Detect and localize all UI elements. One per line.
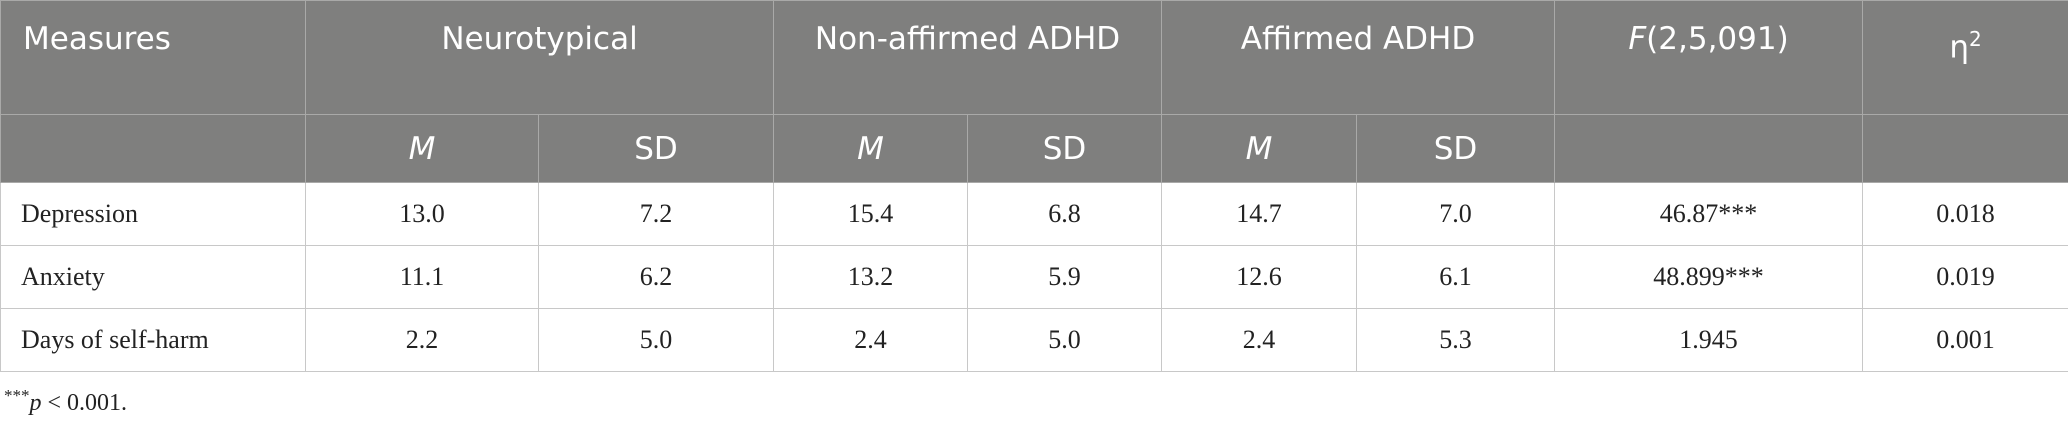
header-cell: Neurotypical: [304, 0, 775, 115]
footnote-p: p: [29, 390, 42, 416]
subheader-cell: SD: [1356, 114, 1556, 183]
subheader-text: M: [1245, 130, 1273, 167]
header-cell: Non-affirmed ADHD: [773, 0, 1163, 115]
footnote-text: < 0.001.: [47, 390, 128, 416]
table-body: Depression 13.0 7.2 15.4 6.8 14.7 7.0 46.87*** 0…: [0, 182, 2068, 372]
footnote-stars: ***: [4, 386, 30, 405]
table-cell: 6.2: [537, 245, 775, 309]
subheader-cell: M: [305, 114, 539, 183]
table-cell: 5.9: [967, 245, 1163, 309]
table-cell: 46.87***: [1554, 182, 1864, 246]
subheader-row: M SD M SD M SD: [0, 114, 2068, 183]
subheader-text: M: [857, 130, 884, 167]
header-cell: F(2,5,091): [1554, 0, 1864, 115]
header-cell: η2: [1862, 0, 2068, 115]
table-row: Days of self-harm 2.2 5.0 2.4 5.0 2.4 5.3 1.945…: [0, 308, 2068, 372]
subheader-cell: SD: [537, 114, 775, 183]
table-cell: 6.8: [967, 182, 1163, 246]
table-cell: 5.0: [537, 308, 775, 372]
row-label: Days of self-harm: [0, 308, 306, 372]
row-label: Anxiety: [0, 245, 306, 309]
table-cell: 2.4: [773, 308, 969, 372]
table-cell: 0.001: [1862, 308, 2068, 372]
table-cell: 0.019: [1862, 245, 2068, 309]
table-cell: 5.3: [1356, 308, 1556, 372]
header-cell: [0, 114, 306, 183]
subheader-cell: M: [773, 114, 969, 183]
effect-sup: 2: [1968, 27, 1982, 51]
table-cell: 12.6: [1161, 245, 1358, 309]
table-row: Depression 13.0 7.2 15.4 6.8 14.7 7.0 46.87*** 0…: [0, 182, 2068, 246]
stat-df: (2,5,091): [1646, 21, 1789, 57]
table-cell: 13.2: [773, 245, 969, 309]
table-cell: 2.4: [1161, 308, 1358, 372]
table-cell: 6.1: [1356, 245, 1556, 309]
table-row: Anxiety 11.1 6.2 13.2 5.9 12.6 6.1 48.899*** 0.0…: [0, 245, 2068, 309]
results-table: Measures Neurotypical Non-affirmed ADHD …: [0, 0, 2068, 372]
subheader-cell: SD: [967, 114, 1163, 183]
table-cell: 48.899***: [1554, 245, 1864, 309]
table-cell: 15.4: [773, 182, 969, 246]
subheader-text: M: [408, 130, 436, 167]
table-cell: 11.1: [305, 245, 539, 309]
header-cell: [1554, 114, 1864, 183]
stat-symbol: F: [1628, 21, 1647, 57]
header-cell: Affirmed ADHD: [1161, 0, 1556, 115]
table-cell: 13.0: [305, 182, 539, 246]
header-cell: [1862, 114, 2068, 183]
subheader-text: SD: [634, 130, 678, 167]
header-row: Measures Neurotypical Non-affirmed ADHD …: [0, 0, 2068, 115]
subheader-text: SD: [1433, 130, 1478, 167]
table-cell: 7.0: [1356, 182, 1556, 246]
subheader-cell: M: [1161, 114, 1358, 183]
effect-symbol: η: [1949, 29, 1969, 66]
table-cell: 0.018: [1862, 182, 2068, 246]
table-cell: 5.0: [967, 308, 1163, 372]
row-label: Depression: [0, 182, 306, 246]
table-cell: 1.945: [1554, 308, 1864, 372]
table-cell: 14.7: [1161, 182, 1358, 246]
table-cell: 7.2: [537, 182, 775, 246]
table-cell: 2.2: [305, 308, 539, 372]
header-cell: Measures: [0, 0, 306, 115]
footnote: ***p < 0.001.: [4, 386, 127, 417]
subheader-text: SD: [1042, 130, 1087, 167]
